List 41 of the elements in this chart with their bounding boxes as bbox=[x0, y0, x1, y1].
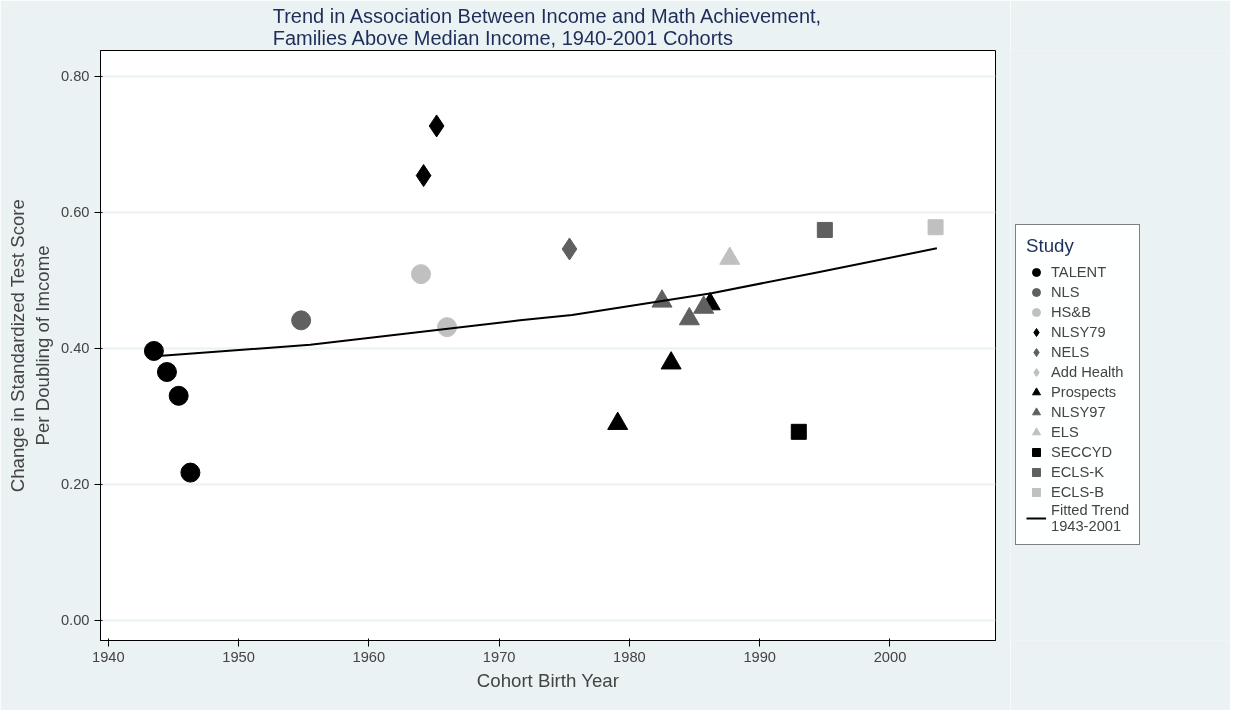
point bbox=[168, 385, 189, 406]
x-tick-label: 1940 bbox=[92, 648, 125, 665]
y-axis-title: Change in Standardized Test Score Per Doubling of Imcome bbox=[6, 199, 53, 493]
legend-label: Fitted Trend 1943-2001 bbox=[1051, 502, 1130, 534]
x-tick-label: 1970 bbox=[482, 648, 516, 665]
point bbox=[291, 310, 312, 331]
legend-label: NLS bbox=[1051, 283, 1080, 302]
point bbox=[790, 423, 807, 440]
chart-title: Trend in Association Between Income and Math Achievement, Families Above Median Income, 1940-2001 Cohorts bbox=[272, 4, 822, 49]
y-tick-label: 0.40 bbox=[60, 340, 90, 357]
legend-label: NELS bbox=[1051, 343, 1090, 362]
point bbox=[428, 114, 445, 138]
x-tick-label: 2000 bbox=[873, 648, 907, 665]
legend-label: ECLS-K bbox=[1051, 463, 1104, 482]
x-tick-label: 1960 bbox=[352, 648, 386, 665]
point bbox=[156, 362, 177, 382]
point bbox=[927, 219, 944, 236]
point bbox=[561, 237, 578, 261]
legend-title: Study bbox=[1026, 235, 1075, 257]
y-tick-label: 0.60 bbox=[60, 204, 90, 221]
point bbox=[415, 164, 432, 188]
x-axis-title: Cohort Birth Year bbox=[476, 669, 619, 691]
x-tick-label: 1980 bbox=[613, 648, 646, 665]
legend-label: NLSY97 bbox=[1051, 403, 1106, 422]
legend-label: ECLS-B bbox=[1051, 483, 1104, 502]
legend-label: Add Health bbox=[1051, 363, 1124, 382]
legend-label: TALENT bbox=[1051, 263, 1107, 282]
legend-label: ELS bbox=[1051, 423, 1079, 442]
legend-label: SECCYD bbox=[1051, 443, 1113, 462]
point bbox=[180, 462, 201, 483]
legend-label: NLSY79 bbox=[1051, 323, 1106, 342]
legend-label: Prospects bbox=[1051, 383, 1117, 402]
y-tick-label: 0.80 bbox=[60, 68, 90, 85]
legend-label: HS&B bbox=[1051, 303, 1091, 322]
x-tick-label: 1950 bbox=[222, 648, 255, 665]
point bbox=[143, 340, 164, 361]
y-tick-label: 0.20 bbox=[60, 476, 90, 493]
point bbox=[816, 221, 833, 238]
x-tick-label: 1990 bbox=[743, 648, 777, 665]
y-tick-label: 0.00 bbox=[60, 612, 90, 629]
point bbox=[410, 264, 431, 285]
